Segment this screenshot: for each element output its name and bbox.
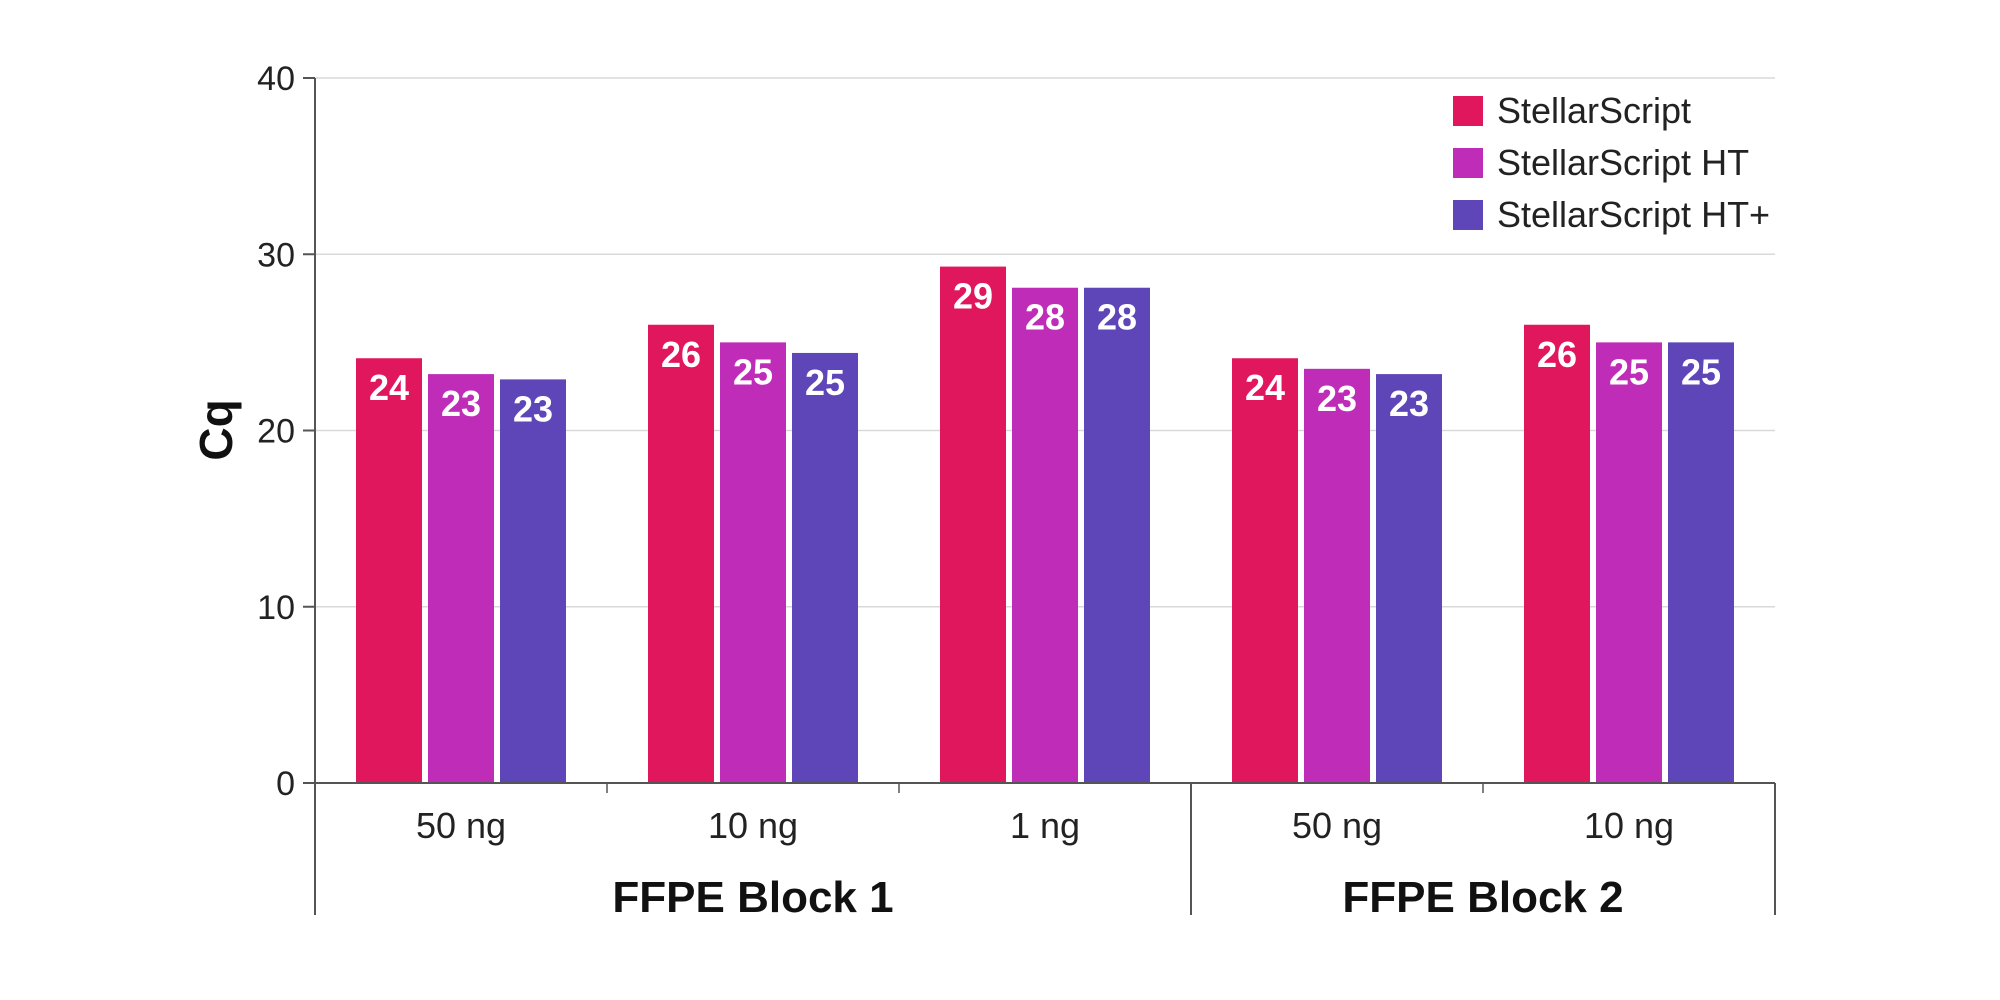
bar-value-label: 26 (661, 334, 701, 375)
y-tick-label: 20 (257, 413, 295, 451)
bar-value-label: 24 (369, 367, 409, 408)
bar-value-label: 25 (1609, 351, 1649, 392)
bar-value-label: 23 (513, 388, 553, 429)
y-tick-label: 10 (257, 589, 295, 627)
bar (1084, 287, 1150, 783)
bar-value-label: 26 (1537, 334, 1577, 375)
x-group-label: FFPE Block 1 (612, 873, 893, 922)
bar-value-label: 28 (1097, 297, 1137, 338)
bar (648, 324, 714, 783)
y-axis-label: Cq (190, 399, 242, 460)
bar-value-label: 23 (1317, 378, 1357, 419)
legend-swatch (1453, 148, 1483, 178)
legend-label: StellarScript HT+ (1497, 194, 1770, 235)
bar (1012, 287, 1078, 783)
x-category-label: 10 ng (1584, 805, 1674, 846)
bar-value-label: 24 (1245, 367, 1285, 408)
legend-swatch (1453, 96, 1483, 126)
legend-label: StellarScript (1497, 90, 1691, 131)
x-category-label: 10 ng (708, 805, 798, 846)
bar (1668, 342, 1734, 783)
x-group-label: FFPE Block 2 (1342, 873, 1623, 922)
legend-label: StellarScript HT (1497, 142, 1749, 183)
x-category-label: 50 ng (416, 805, 506, 846)
bar (1596, 342, 1662, 783)
bar (1376, 374, 1442, 783)
bar (1524, 324, 1590, 783)
axes: 0 10 20 30 40 50 ng 10 ng 1 ng 50 ng 10 ng FFPE Bl… (257, 60, 1776, 922)
bar-value-label: 23 (441, 383, 481, 424)
bar (428, 374, 494, 783)
x-category-label: 50 ng (1292, 805, 1382, 846)
bar-value-label: 23 (1389, 383, 1429, 424)
bar-value-label: 25 (733, 351, 773, 392)
y-tick-label: 0 (276, 765, 295, 803)
bars: 24 23 23 26 25 25 29 28 28 24 23 23 26 25 25 (356, 266, 1734, 783)
bar-value-label: 25 (1681, 351, 1721, 392)
y-tick-label: 40 (257, 60, 295, 98)
legend-swatch (1453, 200, 1483, 230)
bar (792, 352, 858, 783)
y-tick-label: 30 (257, 236, 295, 274)
bar (500, 379, 566, 783)
bar (1232, 358, 1298, 783)
legend: StellarScript StellarScript HT StellarScri… (1453, 90, 1770, 235)
bar-value-label: 28 (1025, 297, 1065, 338)
bar-value-label: 29 (953, 276, 993, 317)
bar (1304, 368, 1370, 783)
bar (720, 342, 786, 783)
bar-value-label: 25 (805, 362, 845, 403)
bar (356, 358, 422, 783)
bar (940, 266, 1006, 783)
x-category-label: 1 ng (1010, 805, 1080, 846)
